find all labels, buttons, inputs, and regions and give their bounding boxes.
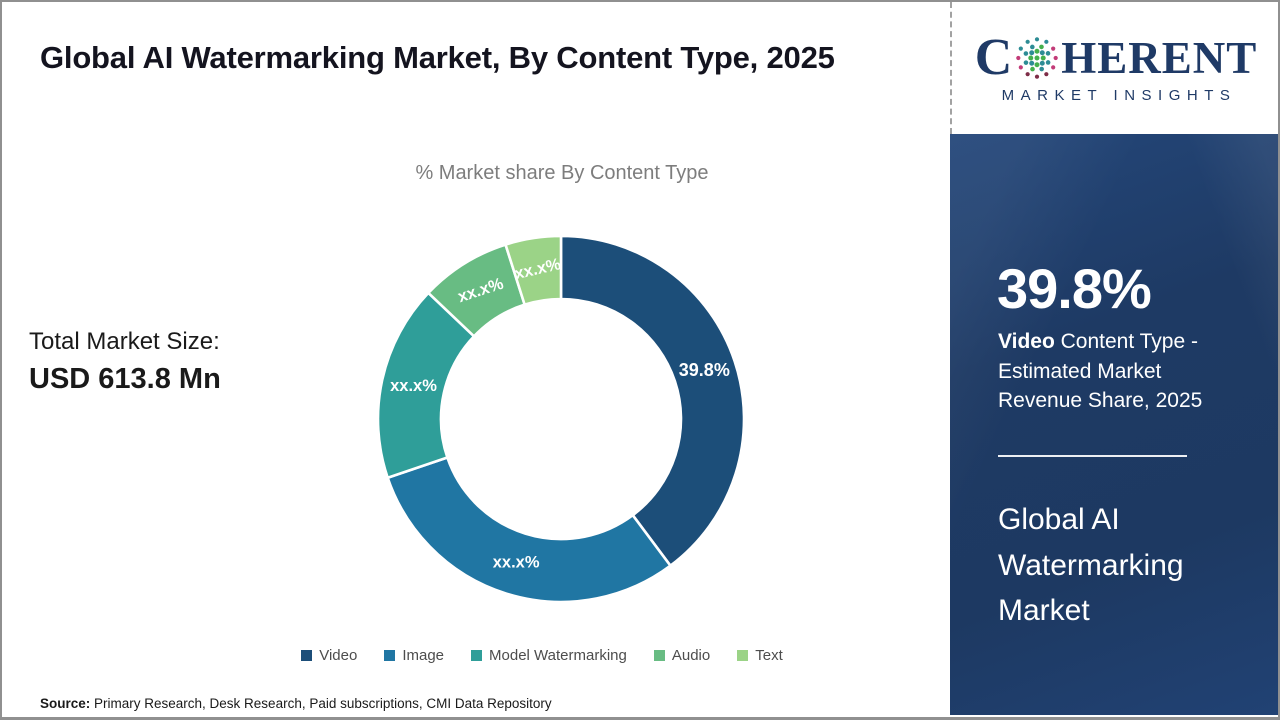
donut-chart: 39.8%xx.x%xx.x%xx.x%xx.x% (376, 234, 746, 604)
legend-item-text: Text (737, 647, 783, 664)
brand-letter-c: C (974, 29, 1013, 86)
dotted-globe-icon (1016, 37, 1059, 79)
donut-slice-label-model-watermarking: xx.x% (390, 377, 437, 395)
source-text: Primary Research, Desk Research, Paid su… (90, 696, 552, 711)
legend-swatch-icon (653, 650, 665, 661)
brand-logo-area: C HERENT MARKET INSIGHTS (950, 2, 1278, 134)
sidebar-stat-value: 39.8% (997, 257, 1152, 320)
legend-swatch-icon (301, 650, 313, 661)
brand-wordmark-rest: HERENT (1061, 33, 1258, 83)
legend-label: Text (755, 647, 783, 664)
legend-label: Video (319, 647, 358, 664)
legend-item-video: Video (301, 647, 357, 664)
divider-line (998, 455, 1187, 457)
legend-swatch-icon (384, 650, 396, 661)
brand-wordmark: C HERENT (975, 32, 1258, 84)
sidebar-report-title: Global AI Watermarking Market (998, 503, 1184, 627)
chart-title: % Market share By Content Type (415, 162, 709, 184)
donut-slice-label-image: xx.x% (493, 554, 540, 572)
donut-slice-label-video: 39.8% (679, 360, 730, 380)
legend-swatch-icon (737, 650, 749, 661)
source-label: Source: (40, 696, 91, 711)
legend-swatch-icon (471, 650, 483, 661)
sidebar-stat-description: Video Content Type - Estimated Market Re… (998, 327, 1223, 416)
source-note: Source: Primary Research, Desk Research,… (40, 696, 552, 711)
sidebar-stat-segment: Video (998, 330, 1055, 353)
sidebar-stat-rest: Content Type - Estimated Market Revenue … (998, 330, 1203, 412)
donut-slice-text (504, 234, 563, 306)
legend-item-audio: Audio (653, 647, 711, 664)
legend-label: Image (402, 647, 445, 664)
donut-slice-video (559, 234, 746, 567)
sidebar: 39.8% Video Content Type - Estimated Mar… (950, 134, 1278, 715)
legend-label: Model Watermarking (489, 647, 627, 664)
total-market-size-value: USD 613.8 Mn (29, 363, 221, 395)
page-title: Global AI Watermarking Market, By Conten… (40, 40, 835, 75)
legend-item-image: Image (384, 647, 444, 664)
brand-tagline: MARKET INSIGHTS (1001, 87, 1237, 104)
total-market-size-block: Total Market Size: USD 613.8 Mn (29, 328, 221, 396)
legend-label: Audio (671, 647, 711, 664)
total-market-size-label: Total Market Size: (29, 328, 220, 355)
legend-item-model-watermarking: Model Watermarking (471, 647, 627, 664)
chart-legend: Video Image Model Watermarking Audio Text (132, 647, 952, 664)
donut-slice-image (386, 456, 672, 604)
